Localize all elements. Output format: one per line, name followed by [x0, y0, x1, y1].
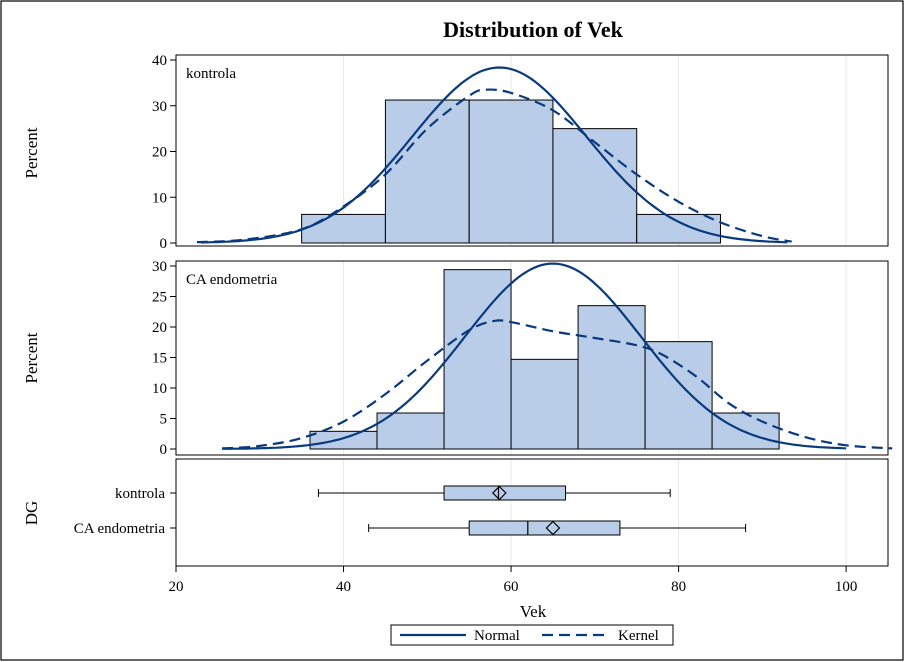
boxplot-ca-endometria-box — [468, 520, 621, 536]
panel-ca-endometria-bars — [309, 269, 780, 450]
panel-ca-endometria-y-ticks: 0 5 10 15 20 25 30 — [152, 259, 176, 458]
ca-endometria-y-tick-label-0: 0 — [160, 442, 168, 458]
kontrola-y-tick-label-0: 0 — [160, 236, 168, 252]
ca-endometria-y-tick-label-10: 10 — [152, 381, 167, 397]
kontrola-y-tick-label-10: 10 — [152, 190, 167, 206]
legend-kernel-label: Kernel — [618, 628, 659, 644]
ca-endometria-bar-5 — [644, 341, 713, 450]
ca-endometria-y-tick-label-5: 5 — [160, 412, 168, 428]
panel-ca-endometria-kernel-curve — [222, 319, 893, 450]
panel-ca-endometria-y-axis-label: Percent — [22, 332, 41, 383]
ca-endometria-bar-4 — [577, 305, 646, 450]
panel-kontrola-y-ticks: 0 10 20 30 40 — [152, 53, 176, 252]
panel-kontrola-frame — [175, 54, 889, 247]
panel-kontrola: 0 10 20 30 40 kontrola Percent — [22, 53, 889, 252]
ca-endometria-bar-2 — [443, 269, 512, 450]
ca-endometria-y-tick-label-30: 30 — [152, 259, 167, 275]
legend-normal-label: Normal — [474, 628, 520, 644]
kontrola-bar-0 — [301, 213, 386, 244]
x-tick-label-40: 40 — [336, 579, 351, 595]
boxplot-frame — [175, 458, 889, 567]
kontrola-bar-2 — [468, 99, 554, 244]
kontrola-y-tick-label-20: 20 — [152, 145, 167, 161]
boxplot-kontrola-label: kontrola — [115, 486, 165, 502]
legend-box — [390, 624, 674, 646]
boxplot-kontrola — [317, 485, 671, 501]
panel-ca-endometria-normal-curve — [222, 262, 847, 450]
kontrola-bar-4 — [636, 213, 721, 244]
x-tick-label-80: 80 — [671, 579, 686, 595]
ca-endometria-y-tick-label-15: 15 — [152, 351, 167, 367]
x-tick-label-100: 100 — [835, 579, 858, 595]
group-axis-label: DG — [22, 501, 41, 526]
chart-title: Distribution of Vek — [443, 17, 623, 42]
boxplot-ca-endometria-label: CA endometria — [74, 521, 166, 537]
boxplot-kontrola-box — [443, 485, 567, 501]
boxplot-kontrola-mean-marker — [491, 485, 507, 501]
kontrola-y-tick-label-30: 30 — [152, 99, 167, 115]
x-axis-label: Vek — [520, 602, 547, 621]
boxplot-group-labels: kontrola CA endometria — [74, 486, 176, 537]
boxplot-items — [317, 485, 747, 536]
panel-kontrola-y-axis-label: Percent — [22, 127, 41, 178]
ca-endometria-bar-3 — [510, 358, 579, 450]
ca-endometria-y-tick-label-20: 20 — [152, 320, 167, 336]
boxplot-ca-endometria — [368, 520, 747, 536]
boxplot-panel: kontrola CA endometria DG — [22, 458, 889, 567]
ca-endometria-y-tick-label-25: 25 — [152, 290, 167, 306]
ca-endometria-bar-0 — [309, 430, 378, 450]
x-tick-label-60: 60 — [504, 579, 519, 595]
x-tick-label-20: 20 — [169, 579, 184, 595]
kontrola-bar-1 — [384, 99, 470, 244]
panel-kontrola-label: kontrola — [186, 66, 236, 82]
boxplot-ca-endometria-mean-marker — [545, 520, 561, 536]
panel-ca-endometria-label: CA endometria — [186, 272, 278, 288]
x-axis: 20 40 60 80 100 — [169, 566, 858, 595]
panel-ca-endometria: 0 5 10 15 20 25 30 CA endometria Percent — [22, 259, 893, 458]
legend: Normal Kernel — [390, 624, 674, 646]
kontrola-y-tick-label-40: 40 — [152, 53, 167, 69]
